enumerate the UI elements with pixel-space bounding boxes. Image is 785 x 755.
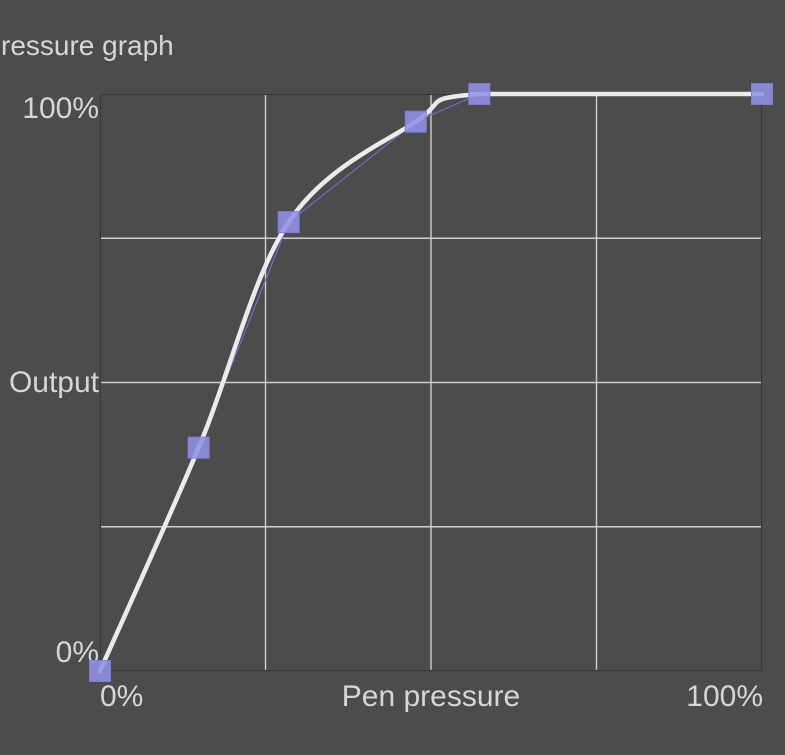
pressure-curve-line	[97, 91, 765, 674]
y-axis-tick-100: 100%	[22, 92, 99, 125]
curve-control-point[interactable]	[187, 436, 210, 459]
plot-border	[99, 93, 763, 672]
pressure-curve-canvas[interactable]	[89, 83, 773, 682]
x-axis-tick-0: 0%	[100, 680, 144, 713]
curve-control-point[interactable]	[89, 660, 111, 682]
y-axis-tick-0: 0%	[55, 636, 99, 669]
x-axis-title-pen-pressure: Pen pressure	[341, 680, 521, 713]
curve-control-point[interactable]	[751, 83, 773, 105]
pressure-curve-plot[interactable]	[89, 83, 773, 682]
x-axis-tick-100: 100%	[686, 680, 763, 713]
y-axis-title-output: Output	[8, 366, 99, 399]
pressure-graph-title: ressure graph	[1, 30, 174, 61]
curve-control-point[interactable]	[468, 83, 491, 105]
curve-control-point[interactable]	[404, 110, 427, 133]
curve-control-point[interactable]	[277, 211, 300, 234]
